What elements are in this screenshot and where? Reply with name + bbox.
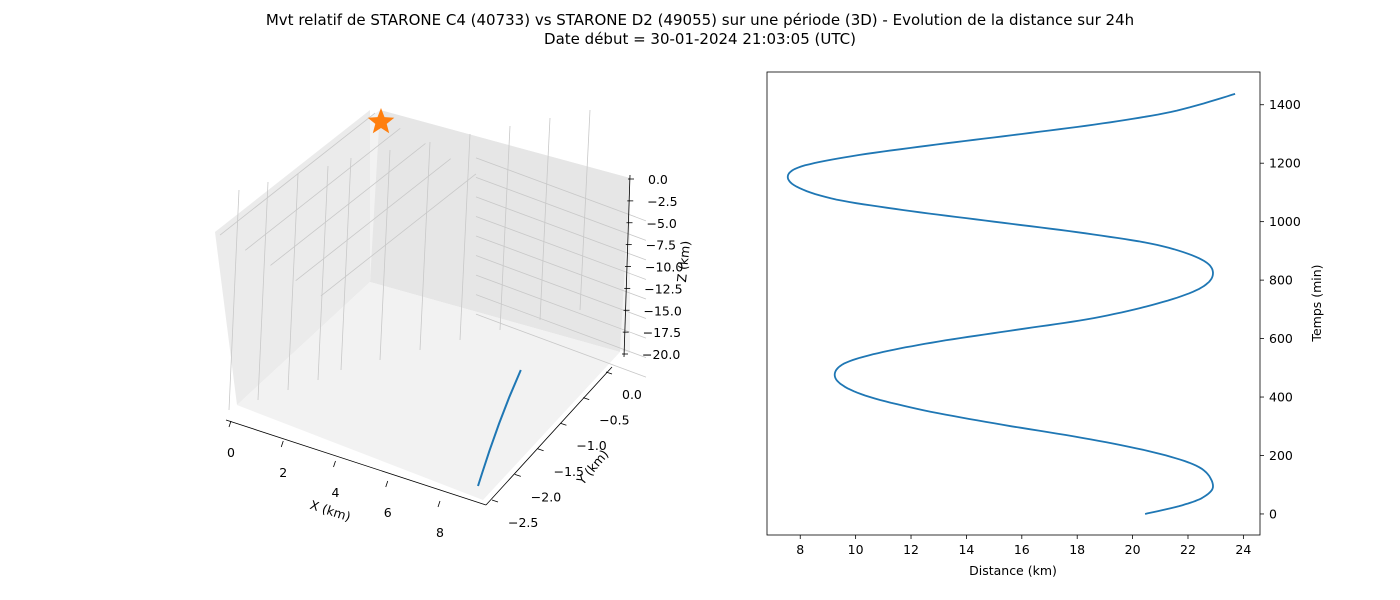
x-tick-label: 22 (1180, 542, 1196, 557)
x-tick-label: 16 (1014, 542, 1030, 557)
y-tick-label: 200 (1269, 448, 1293, 463)
gridline-z (475, 294, 647, 359)
y-tick (514, 474, 521, 477)
gridline-v (257, 181, 269, 401)
x-tick (385, 480, 389, 488)
gridline-x (270, 143, 426, 266)
pane-side (370, 110, 630, 352)
x-tick-label: 0 (227, 445, 235, 460)
axes-2d: 8 10 12 14 16 18 20 22 24 0 200 400 600 800 1000 1200 1… (766, 71, 1324, 578)
y-tick-label: 1200 (1269, 156, 1301, 171)
y-tick (583, 397, 590, 400)
y-tick-label: 400 (1269, 390, 1293, 405)
z-axis-line (623, 174, 631, 358)
z-tick-label: 0.0 (648, 172, 668, 187)
gridline-v (379, 149, 391, 361)
x-tick-label: 12 (903, 542, 919, 557)
grid-3d (219, 109, 647, 411)
y-tick-label: −1.0 (576, 438, 606, 453)
distance-curve (786, 93, 1236, 515)
x-tick-label: 18 (1069, 542, 1085, 557)
x-tick-label: 20 (1125, 542, 1141, 557)
gridline-v (228, 189, 240, 411)
y-tick (537, 448, 544, 452)
z-axis-label: Z (km) (674, 240, 693, 283)
x-tick-label: 2 (279, 465, 287, 480)
z-tick-label: −17.5 (643, 325, 681, 340)
y-axis-label: Temps (min) (1309, 264, 1324, 342)
x-tick-label: 8 (436, 525, 444, 540)
y-tick-label: 0 (1269, 506, 1277, 521)
gridline-z (475, 157, 647, 222)
gridline-v (419, 141, 431, 351)
x-tick-label: 8 (796, 542, 804, 557)
gridline-v (579, 109, 591, 311)
gridline-x (219, 112, 376, 236)
figure-title-line1: Mvt relatif de STARONE C4 (40733) vs STA… (265, 11, 1135, 29)
y-tick (560, 422, 567, 426)
z-axis-3d: Z (km) 0.0 −2.5 −5.0 −7.5 −10.0 −12.5 −15.0 −17… (622, 172, 693, 362)
y-tick-label: −1.5 (554, 464, 584, 479)
x-tick (333, 460, 336, 468)
x-axis-line (225, 419, 487, 506)
x-tick-label: 24 (1235, 542, 1251, 557)
x-tick (437, 500, 441, 508)
z-tick-label: −12.5 (644, 281, 682, 296)
x-ticks: 8 10 12 14 16 18 20 22 24 (796, 535, 1251, 557)
y-tick-label: 800 (1269, 273, 1293, 288)
gridline-x (295, 158, 451, 282)
gridline-z (475, 235, 647, 300)
x-axis-label: X (km) (308, 497, 352, 524)
gridline-z (475, 216, 647, 280)
z-tick-label: −20.0 (642, 347, 680, 362)
gridline-z (475, 255, 647, 319)
y-tick (491, 499, 499, 503)
gridline-v (317, 165, 329, 381)
x-axis-label: Distance (km) (969, 563, 1057, 578)
plot-frame (766, 71, 1261, 536)
x-tick (228, 420, 232, 428)
gridline-v (499, 125, 511, 331)
y-tick-label: −2.0 (531, 489, 561, 504)
y-axis-line (485, 366, 613, 506)
z-tick-label: −5.0 (647, 216, 677, 231)
y-tick-label: 600 (1269, 331, 1293, 346)
y-axis-3d: Y (km) 0.0−0.5−1.0−1.5−2.0−2.5 (485, 366, 642, 530)
y-tick-label: 1000 (1269, 214, 1301, 229)
gridline-v (340, 157, 352, 371)
gridline-z (475, 176, 647, 241)
x-tick-label: 4 (332, 485, 340, 500)
pane-bottom (237, 282, 620, 500)
y-ticks: 0 200 400 600 800 1000 1200 1400 (1260, 97, 1301, 521)
z-tick-label: −7.5 (646, 238, 676, 253)
x-tick-label: 6 (384, 505, 392, 520)
y-tick-label: 0.0 (622, 387, 642, 402)
gridline-x (320, 173, 477, 297)
x-tick-label: 14 (958, 542, 974, 557)
gridline-v (539, 117, 551, 321)
gridline-x (245, 127, 401, 251)
x-tick-label: 10 (848, 542, 864, 557)
trajectory-line (477, 369, 522, 487)
y-tick-label: −0.5 (599, 413, 629, 428)
gridline-v (287, 173, 299, 391)
z-tick-label: −2.5 (647, 194, 677, 209)
z-tick-label: −10.0 (645, 260, 683, 275)
gridline-z (475, 313, 647, 378)
pane-back (215, 110, 370, 405)
origin-star-marker (367, 108, 395, 134)
figure-title-line2: Date début = 30-01-2024 21:03:05 (UTC) (544, 30, 856, 48)
y-tick-label: 1400 (1269, 97, 1301, 112)
z-tick-label: −15.0 (644, 303, 682, 318)
gridline-v (459, 133, 471, 341)
x-tick (280, 440, 284, 448)
gridline-z (475, 196, 647, 261)
y-tick (605, 371, 613, 375)
gridline-z (475, 274, 647, 339)
y-tick-label: −2.5 (508, 515, 538, 530)
